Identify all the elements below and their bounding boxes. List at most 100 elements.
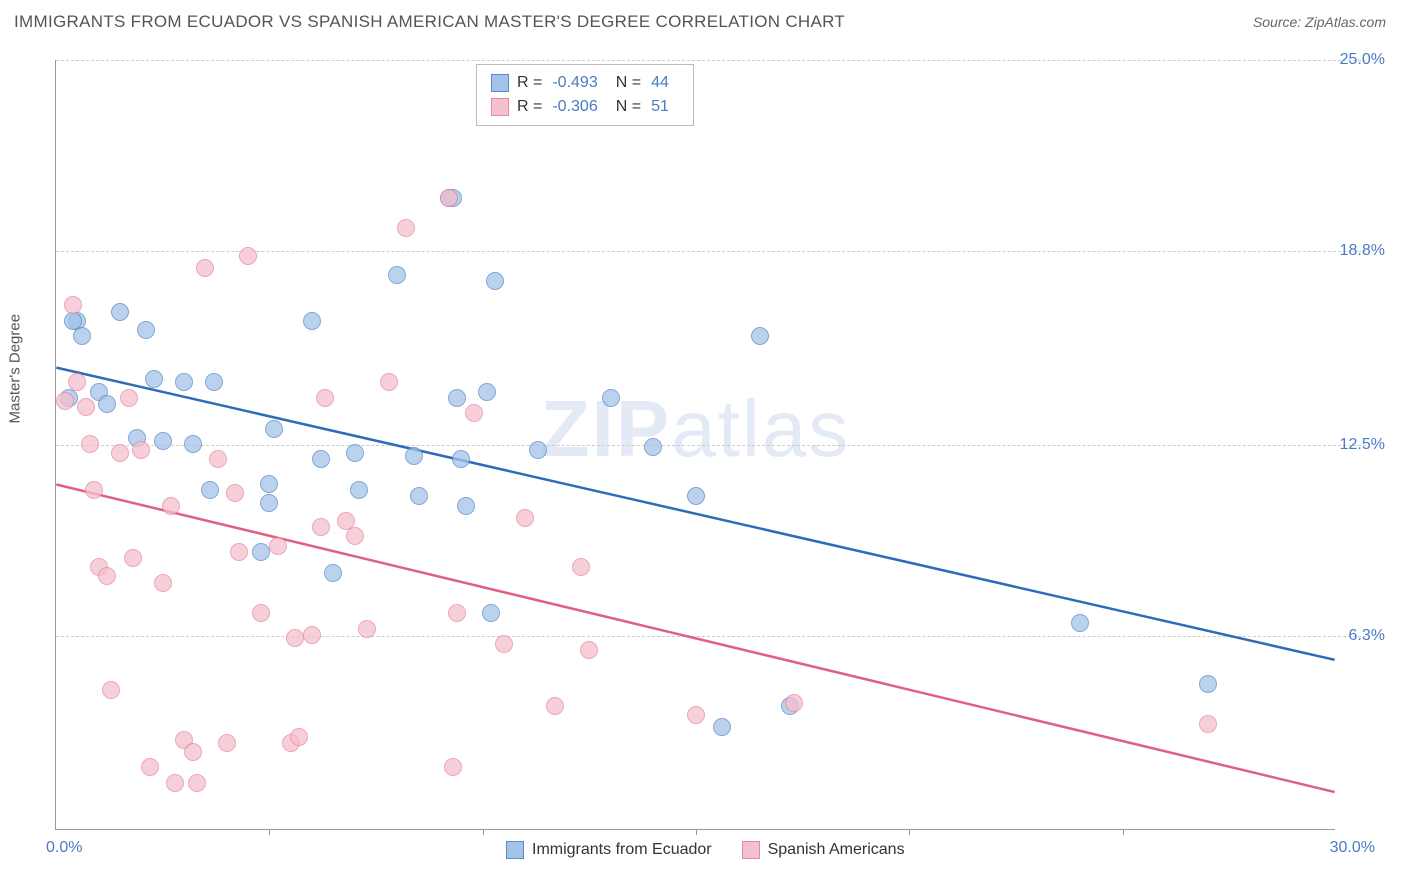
plot-area: ZIPatlas 6.3%12.5%18.8%25.0% R = -0.493 … xyxy=(55,60,1335,830)
scatter-point xyxy=(1199,715,1217,733)
r-value-spanish: -0.306 xyxy=(552,95,597,119)
scatter-point xyxy=(184,743,202,761)
scatter-point xyxy=(111,303,129,321)
scatter-point xyxy=(120,389,138,407)
trend-line xyxy=(56,484,1334,792)
scatter-point xyxy=(137,321,155,339)
scatter-point xyxy=(448,389,466,407)
chart-source: Source: ZipAtlas.com xyxy=(1253,14,1386,30)
scatter-point xyxy=(405,447,423,465)
legend-swatch-ecuador xyxy=(491,74,509,92)
scatter-point xyxy=(56,392,74,410)
scatter-point xyxy=(1071,614,1089,632)
y-tick-label: 12.5% xyxy=(1340,436,1385,454)
scatter-point xyxy=(252,604,270,622)
scatter-point xyxy=(350,481,368,499)
x-tick xyxy=(696,829,697,835)
n-value-ecuador: 44 xyxy=(651,71,669,95)
scatter-point xyxy=(260,475,278,493)
scatter-point xyxy=(572,558,590,576)
scatter-point xyxy=(346,444,364,462)
scatter-point xyxy=(218,734,236,752)
watermark: ZIPatlas xyxy=(541,383,850,475)
legend-item-spanish: Spanish Americans xyxy=(742,841,905,859)
scatter-point xyxy=(154,432,172,450)
scatter-point xyxy=(465,404,483,422)
scatter-point xyxy=(440,189,458,207)
scatter-point xyxy=(687,487,705,505)
scatter-point xyxy=(252,543,270,561)
scatter-point xyxy=(312,450,330,468)
scatter-point xyxy=(154,574,172,592)
scatter-point xyxy=(388,266,406,284)
scatter-point xyxy=(64,312,82,330)
scatter-point xyxy=(98,567,116,585)
y-axis-title: Master's Degree xyxy=(7,314,24,424)
scatter-point xyxy=(290,728,308,746)
scatter-point xyxy=(457,497,475,515)
trend-line xyxy=(56,368,1334,660)
scatter-point xyxy=(85,481,103,499)
scatter-point xyxy=(303,312,321,330)
grid-line xyxy=(56,60,1366,61)
scatter-point xyxy=(166,774,184,792)
scatter-point xyxy=(324,564,342,582)
scatter-point xyxy=(452,450,470,468)
scatter-point xyxy=(73,327,91,345)
chart-title: IMMIGRANTS FROM ECUADOR VS SPANISH AMERI… xyxy=(14,12,845,32)
scatter-point xyxy=(482,604,500,622)
x-tick xyxy=(909,829,910,835)
legend-swatch-icon xyxy=(506,841,524,859)
scatter-point xyxy=(196,259,214,277)
legend-label: Spanish Americans xyxy=(768,841,905,859)
scatter-point xyxy=(346,527,364,545)
scatter-point xyxy=(132,441,150,459)
scatter-point xyxy=(303,626,321,644)
scatter-point xyxy=(81,435,99,453)
y-tick-label: 18.8% xyxy=(1340,242,1385,260)
scatter-point xyxy=(410,487,428,505)
correlation-legend: R = -0.493 N = 44 R = -0.306 N = 51 xyxy=(476,64,694,126)
legend-row-spanish: R = -0.306 N = 51 xyxy=(491,95,679,119)
scatter-point xyxy=(644,438,662,456)
legend-row-ecuador: R = -0.493 N = 44 xyxy=(491,71,679,95)
scatter-point xyxy=(751,327,769,345)
scatter-point xyxy=(713,718,731,736)
scatter-point xyxy=(478,383,496,401)
x-tick xyxy=(1123,829,1124,835)
scatter-point xyxy=(239,247,257,265)
r-value-ecuador: -0.493 xyxy=(552,71,597,95)
scatter-point xyxy=(529,441,547,459)
scatter-point xyxy=(98,395,116,413)
scatter-point xyxy=(68,373,86,391)
scatter-point xyxy=(265,420,283,438)
scatter-point xyxy=(175,373,193,391)
scatter-point xyxy=(188,774,206,792)
x-axis-min-label: 0.0% xyxy=(46,839,82,857)
scatter-point xyxy=(397,219,415,237)
scatter-point xyxy=(580,641,598,659)
scatter-point xyxy=(486,272,504,290)
x-tick xyxy=(483,829,484,835)
scatter-point xyxy=(111,444,129,462)
scatter-point xyxy=(102,681,120,699)
x-tick xyxy=(269,829,270,835)
scatter-point xyxy=(77,398,95,416)
scatter-point xyxy=(687,706,705,724)
scatter-point xyxy=(546,697,564,715)
y-tick-label: 25.0% xyxy=(1340,51,1385,69)
legend-swatch-spanish xyxy=(491,98,509,116)
scatter-point xyxy=(358,620,376,638)
scatter-point xyxy=(124,549,142,567)
legend-item-ecuador: Immigrants from Ecuador xyxy=(506,841,712,859)
scatter-point xyxy=(201,481,219,499)
n-value-spanish: 51 xyxy=(651,95,669,119)
scatter-point xyxy=(312,518,330,536)
scatter-point xyxy=(495,635,513,653)
scatter-point xyxy=(145,370,163,388)
scatter-point xyxy=(516,509,534,527)
legend-swatch-icon xyxy=(742,841,760,859)
scatter-point xyxy=(444,758,462,776)
scatter-point xyxy=(1199,675,1217,693)
scatter-point xyxy=(64,296,82,314)
